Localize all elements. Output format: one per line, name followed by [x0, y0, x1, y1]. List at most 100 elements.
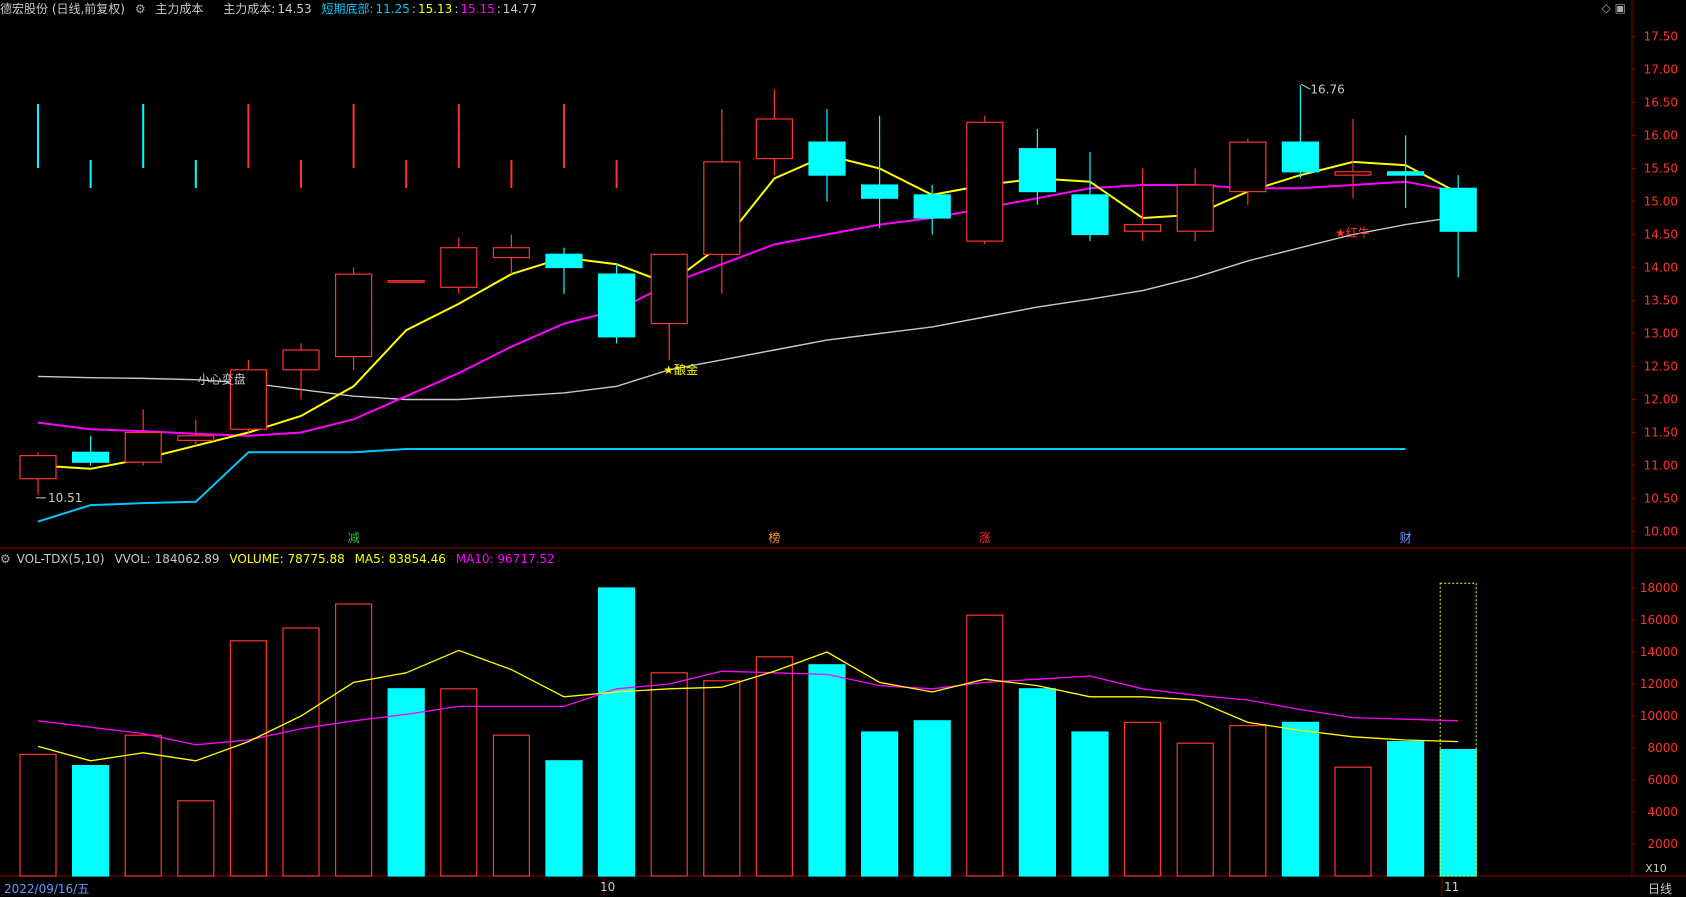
volume-bar — [387, 688, 425, 877]
window-icon[interactable]: ▣ — [1614, 1, 1626, 15]
volume-bar — [545, 760, 583, 877]
volume-bar — [1018, 688, 1057, 877]
candle-body — [755, 118, 794, 160]
volume-bar — [650, 672, 688, 877]
month-tick-10: 10 — [600, 880, 616, 894]
volume-bar — [229, 640, 267, 877]
candle-body — [913, 194, 951, 219]
price-tick-label: 16.00 — [1644, 129, 1678, 143]
main-cost-value: 14.53 — [277, 2, 312, 16]
price-tick-label: 17.50 — [1644, 30, 1678, 44]
candle-body — [703, 161, 741, 255]
volume-bar — [71, 764, 110, 877]
candle-body — [177, 435, 215, 442]
time-axis: 2022/09/16/五 10 11 日线 — [0, 880, 1686, 896]
event-marker: 涨 — [979, 530, 991, 545]
price-tick-label: 10.50 — [1644, 492, 1678, 506]
volume-bar — [808, 664, 846, 877]
price-tick-label: 17.00 — [1644, 63, 1678, 77]
ma5-line — [37, 154, 1459, 470]
price-tick-label: 11.50 — [1644, 426, 1678, 440]
candle-body — [282, 349, 320, 371]
candle-body — [19, 455, 57, 480]
price-tick-label: 15.00 — [1644, 195, 1678, 209]
price-tick-label: 14.00 — [1644, 261, 1678, 275]
window-buttons: ◇ ▣ — [1602, 1, 1626, 15]
gear-icon[interactable]: ⚙ — [0, 552, 11, 566]
candle-body — [1386, 171, 1425, 176]
candle-body — [808, 141, 846, 176]
volume-bar — [124, 734, 162, 877]
diamond-icon[interactable]: ◇ — [1601, 1, 1611, 15]
short-bottom-v3: 15.15 — [460, 2, 495, 16]
candle-body — [1281, 141, 1320, 173]
volume-tick-label: 12000 — [1640, 677, 1678, 691]
volume-bar — [1123, 721, 1162, 877]
price-tick-label: 14.50 — [1644, 228, 1678, 242]
volume-tick-label: 18000 — [1640, 581, 1678, 595]
candle-body — [1334, 171, 1372, 176]
low-price-label: 10.51 — [48, 491, 82, 505]
candle-body — [650, 253, 688, 325]
ma-long-line — [37, 215, 1459, 401]
event-marker: 减 — [348, 531, 360, 545]
volume-ma10: MA10: 96717.52 — [455, 552, 555, 566]
volume-bar — [1439, 748, 1477, 877]
price-tick-label: 11.00 — [1644, 459, 1678, 473]
event-marker: 榜 — [768, 530, 780, 545]
volume-bar — [1386, 740, 1425, 877]
volume-tick-label: 8000 — [1647, 741, 1678, 755]
candle-body — [1071, 194, 1109, 236]
candle-body — [1123, 224, 1162, 232]
short-bottom-label: 短期底部: — [321, 2, 374, 16]
candle-body — [335, 273, 373, 358]
volume-forecast-box — [1439, 582, 1477, 877]
start-date: 2022/09/16/五 — [4, 882, 90, 896]
price-tick-label: 13.00 — [1644, 327, 1678, 341]
candle-body — [1229, 141, 1267, 193]
high-price-label: 16.76 — [1310, 82, 1344, 96]
period-label[interactable]: 日线 — [1648, 882, 1673, 896]
price-tick-label: 12.00 — [1644, 393, 1678, 407]
indicator-name[interactable]: 主力成本 — [155, 2, 204, 16]
volume-bar — [913, 720, 951, 877]
volume-bar — [1071, 731, 1109, 877]
gold-signal-label: ★酿金 — [663, 362, 698, 377]
volume-bar — [597, 587, 636, 877]
short-bottom-v2: 15.13 — [417, 2, 453, 16]
gear-icon[interactable]: ⚙ — [134, 2, 146, 16]
candle-body — [1176, 184, 1214, 232]
candle-body — [71, 451, 110, 463]
month-tick-11: 11 — [1444, 880, 1460, 894]
volume-bar — [1176, 742, 1214, 877]
volume-tick-label: 4000 — [1647, 805, 1678, 819]
candle-body — [229, 369, 267, 430]
volume-tick-label: 16000 — [1640, 613, 1678, 627]
volume-ma5: MA5: 83854.46 — [354, 552, 446, 566]
price-tick-label: 12.50 — [1644, 360, 1678, 374]
volume-bar — [335, 603, 373, 877]
main-cost-label: 主力成本: — [223, 2, 276, 16]
red-bull-label: ★红牛 — [1335, 225, 1370, 240]
volume-bar — [282, 627, 320, 877]
candle-body — [966, 121, 1004, 242]
event-marker: 财 — [1400, 531, 1412, 545]
candle-body — [387, 280, 425, 283]
volume-header: ⚙ VOL-TDX(5,10) VVOL: 184062.89 VOLUME: … — [0, 552, 1620, 570]
volume-indicator-name[interactable]: VOL-TDX(5,10) — [16, 552, 105, 566]
volume-tick-label: 10000 — [1640, 709, 1678, 723]
vvol-value: VVOL: 184062.89 — [114, 552, 220, 566]
price-tick-label: 16.50 — [1644, 96, 1678, 110]
price-header: 德宏股份 (日线,前复权) ⚙ 主力成本 主力成本: 14.53 短期底部: 11.… — [0, 2, 538, 16]
volume-bar — [177, 800, 215, 877]
volume-bar — [860, 731, 899, 877]
volume-bar — [1281, 721, 1320, 877]
candle-body — [1439, 187, 1477, 232]
candle-body — [545, 253, 583, 269]
volume-bar — [1229, 724, 1267, 877]
stock-title[interactable]: 德宏股份 (日线,前复权) — [0, 2, 125, 16]
price-tick-label: 15.50 — [1644, 162, 1678, 176]
candle-body — [492, 247, 530, 259]
volume-tick-label: 6000 — [1647, 773, 1678, 787]
